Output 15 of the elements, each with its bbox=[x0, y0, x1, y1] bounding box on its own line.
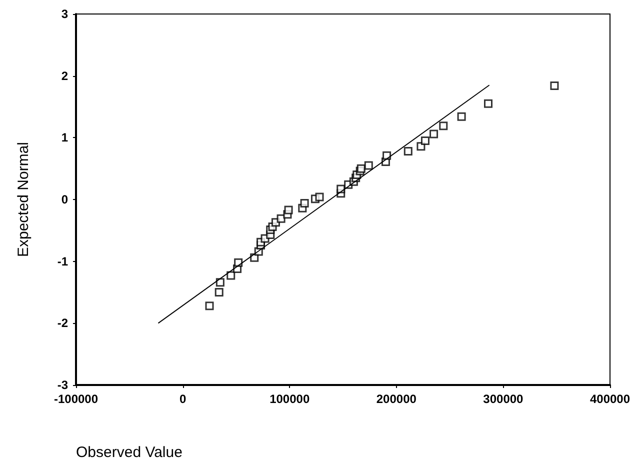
y-tick-label: 0 bbox=[61, 192, 68, 206]
y-tick-label: -3 bbox=[57, 378, 68, 392]
x-tick-label: 0 bbox=[179, 392, 186, 406]
y-tick-label: -1 bbox=[57, 254, 68, 268]
x-tick-label: 300000 bbox=[483, 392, 524, 406]
x-tick-label: 200000 bbox=[376, 392, 417, 406]
x-tick-label: -100000 bbox=[54, 392, 98, 406]
y-tick-label: 1 bbox=[61, 130, 68, 145]
x-axis-title: Observed Value bbox=[76, 444, 182, 461]
y-axis-title: Expected Normal bbox=[15, 142, 32, 258]
y-tick-label: 3 bbox=[61, 7, 68, 21]
x-tick-label: 100000 bbox=[270, 392, 310, 406]
y-tick-label: -2 bbox=[57, 316, 68, 330]
x-tick-label: 400000 bbox=[590, 392, 630, 406]
y-tick-label: 2 bbox=[61, 68, 68, 83]
